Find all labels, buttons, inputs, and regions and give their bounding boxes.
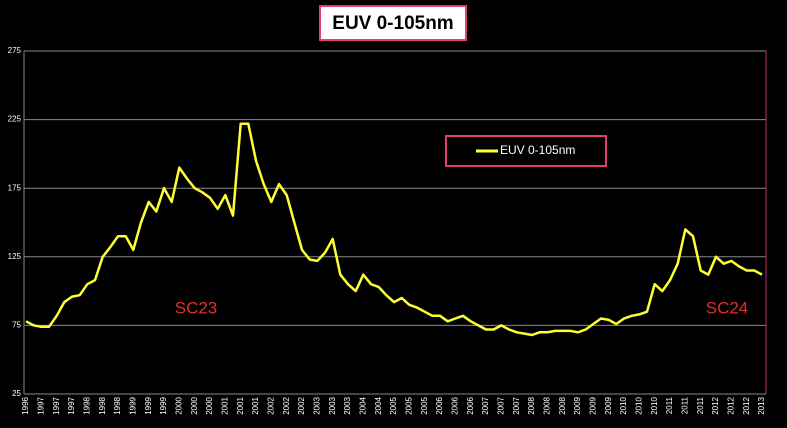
y-tick-label: 275 xyxy=(8,46,22,55)
x-tick-label: 1999 xyxy=(144,396,153,414)
x-tick-label: 2011 xyxy=(680,396,689,414)
x-tick-label: 2012 xyxy=(726,396,735,414)
x-tick-label: 1997 xyxy=(36,396,45,414)
x-tick-label: 2002 xyxy=(282,396,291,414)
y-tick-label: 25 xyxy=(12,389,21,398)
title-box xyxy=(319,5,467,41)
x-tick-label: 2002 xyxy=(266,396,275,414)
x-tick-label: 2005 xyxy=(389,396,398,414)
x-tick-label: 2005 xyxy=(420,396,429,414)
x-tick-label: 1998 xyxy=(98,396,107,414)
x-tick-label: 2011 xyxy=(696,396,705,414)
x-tick-label: 2012 xyxy=(711,396,720,414)
x-tick-label: 2006 xyxy=(450,396,459,414)
x-tick-label: 2010 xyxy=(650,396,659,414)
x-tick-label: 2010 xyxy=(619,396,628,414)
x-tick-label: 2004 xyxy=(374,396,383,414)
x-tick-label: 2009 xyxy=(573,396,582,414)
x-tick-label: 2001 xyxy=(236,396,245,414)
x-tick-label: 2003 xyxy=(312,396,321,414)
x-tick-label: 2009 xyxy=(588,396,597,414)
y-tick-label: 225 xyxy=(8,115,22,124)
x-tick-label: 1997 xyxy=(67,396,76,414)
y-tick-label: 75 xyxy=(12,321,21,330)
x-tick-label: 2000 xyxy=(190,396,199,414)
y-tick-label: 125 xyxy=(8,252,22,261)
x-tick-label: 2000 xyxy=(174,396,183,414)
x-tick-label: 2012 xyxy=(742,396,751,414)
x-tick-label: 2009 xyxy=(604,396,613,414)
x-tick-label: 2013 xyxy=(757,396,766,414)
x-tick-label: 2008 xyxy=(558,396,567,414)
data-line xyxy=(25,122,763,337)
x-tick-label: 2006 xyxy=(466,396,475,414)
x-tick-label: 1998 xyxy=(82,396,91,414)
x-tick-label: 2006 xyxy=(435,396,444,414)
x-tick-label: 2003 xyxy=(328,396,337,414)
x-tick-label: 2004 xyxy=(358,396,367,414)
x-tick-label: 1998 xyxy=(113,396,122,414)
x-tick-label: 1997 xyxy=(52,396,61,414)
x-tick-label: 2011 xyxy=(665,396,674,414)
x-tick-label: 1999 xyxy=(159,396,168,414)
chart-title: EUV 0-105nm xyxy=(332,13,453,34)
annotation: SC24 xyxy=(706,298,749,317)
x-tick-label: 1999 xyxy=(128,396,137,414)
x-tick-label: 2007 xyxy=(512,396,521,414)
x-tick-label: 2010 xyxy=(634,396,643,414)
annotation: SC23 xyxy=(175,298,218,317)
x-tick-label: 2007 xyxy=(481,396,490,414)
legend-box xyxy=(445,135,607,167)
x-tick-label: 2001 xyxy=(251,396,260,414)
x-tick-label: 2005 xyxy=(404,396,413,414)
x-tick-label: 2003 xyxy=(343,396,352,414)
x-tick-label: 2007 xyxy=(496,396,505,414)
x-tick-label: 2008 xyxy=(542,396,551,414)
x-tick-label: 2008 xyxy=(527,396,536,414)
y-tick-label: 175 xyxy=(8,183,22,192)
x-tick-label: 2001 xyxy=(220,396,229,414)
x-tick-label: 1996 xyxy=(21,396,30,414)
x-tick-label: 2000 xyxy=(205,396,214,414)
legend-label: EUV 0-105nm xyxy=(500,143,575,157)
x-tick-label: 2002 xyxy=(297,396,306,414)
